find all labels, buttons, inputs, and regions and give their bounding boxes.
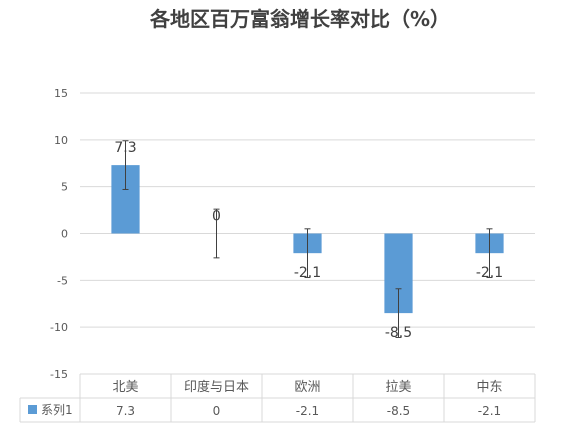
y-tick-label: -10 (50, 321, 68, 334)
y-tick-label: 5 (61, 181, 68, 194)
table-value: 7.3 (116, 404, 135, 418)
table-value: -2.1 (478, 404, 501, 418)
data-label: 7.3 (114, 140, 136, 156)
data-table: 北美 7.3 印度与日本 0 欧洲 -2.1 拉美 -8.5 中东 -2.1 系列1 (19, 373, 536, 423)
grid-layer: 15 10 5 0 -5 -10 -15 (50, 87, 535, 381)
y-tick-label: 15 (54, 87, 68, 100)
y-tick-label: -15 (50, 368, 68, 381)
data-label: 0 (212, 209, 221, 225)
legend-swatch (28, 405, 37, 414)
y-tick-label: 0 (61, 228, 68, 241)
series-name: 系列1 (41, 403, 73, 417)
y-tick-label: -5 (57, 274, 68, 287)
table-value: -2.1 (296, 404, 319, 418)
bar-layer (111, 140, 504, 338)
category-label: 欧洲 (294, 380, 320, 395)
label-layer: 7.3 0 -2.1 -8.5 -2.1 (114, 140, 503, 341)
y-tick-label: 10 (54, 134, 68, 147)
data-label: -2.1 (476, 265, 503, 281)
table-value: -8.5 (387, 404, 410, 418)
chart-title: 各地区百万富翁增长率对比（%） (149, 7, 450, 31)
data-label: -8.5 (385, 325, 412, 341)
data-label: -2.1 (294, 265, 321, 281)
category-label: 北美 (112, 380, 138, 395)
category-label: 拉美 (385, 380, 411, 395)
table-value: 0 (213, 404, 221, 418)
category-label: 中东 (476, 380, 502, 395)
category-label: 印度与日本 (184, 379, 249, 395)
